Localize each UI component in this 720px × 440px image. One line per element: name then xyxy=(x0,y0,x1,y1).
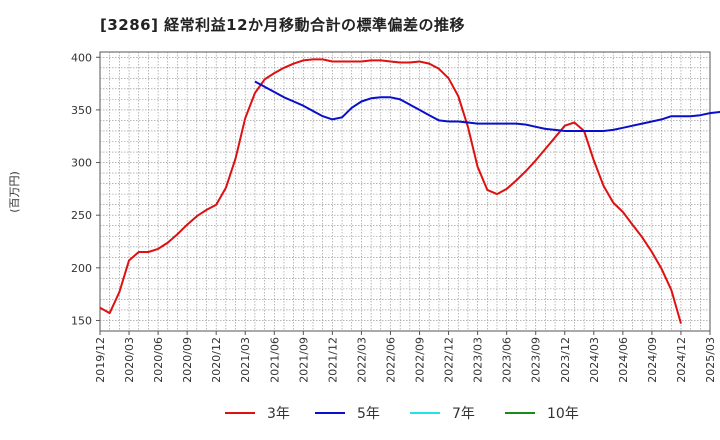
legend-label-2: 7年 xyxy=(452,406,475,422)
x-tick-label: 2023/09 xyxy=(530,337,543,383)
x-tick-label: 2021/09 xyxy=(297,337,310,383)
x-tick-label: 2024/12 xyxy=(675,337,688,383)
y-tick-label: 400 xyxy=(71,51,92,64)
chart-title: [3286] 経常利益12か月移動合計の標準偏差の推移 xyxy=(100,16,466,34)
y-tick-label: 300 xyxy=(71,157,92,170)
legend-label-3: 10年 xyxy=(547,406,579,422)
x-tick-label: 2021/03 xyxy=(239,337,252,383)
y-tick-label: 350 xyxy=(71,104,92,117)
y-axis-label: (百万円) xyxy=(8,171,21,213)
x-tick-label: 2021/12 xyxy=(326,337,339,383)
x-tick-label: 2023/03 xyxy=(472,337,485,383)
legend-label-1: 5年 xyxy=(357,406,380,422)
x-tick-label: 2022/03 xyxy=(355,337,368,383)
x-tick-label: 2024/09 xyxy=(646,337,659,383)
series-line-1 xyxy=(254,80,720,132)
y-tick-label: 250 xyxy=(71,209,92,222)
x-tick-label: 2020/06 xyxy=(152,337,165,383)
x-tick-label: 2022/12 xyxy=(443,337,456,383)
x-tick-label: 2025/03 xyxy=(704,337,717,383)
x-tick-label: 2020/03 xyxy=(123,337,136,383)
y-tick-label: 150 xyxy=(71,314,92,327)
legend-label-0: 3年 xyxy=(267,406,290,422)
x-tick-label: 2020/12 xyxy=(210,337,223,383)
y-tick-label: 200 xyxy=(71,262,92,275)
x-tick-label: 2021/06 xyxy=(268,337,281,383)
x-tick-label: 2023/12 xyxy=(559,337,572,383)
x-tick-label: 2020/09 xyxy=(181,337,194,383)
x-tick-label: 2024/06 xyxy=(617,337,630,383)
plot-frame xyxy=(99,51,711,332)
x-tick-label: 2022/06 xyxy=(384,337,397,383)
x-tick-label: 2022/09 xyxy=(414,337,427,383)
x-tick-label: 2023/06 xyxy=(501,337,514,383)
x-tick-label: 2024/03 xyxy=(588,337,601,383)
x-tick-label: 2019/12 xyxy=(94,337,107,383)
